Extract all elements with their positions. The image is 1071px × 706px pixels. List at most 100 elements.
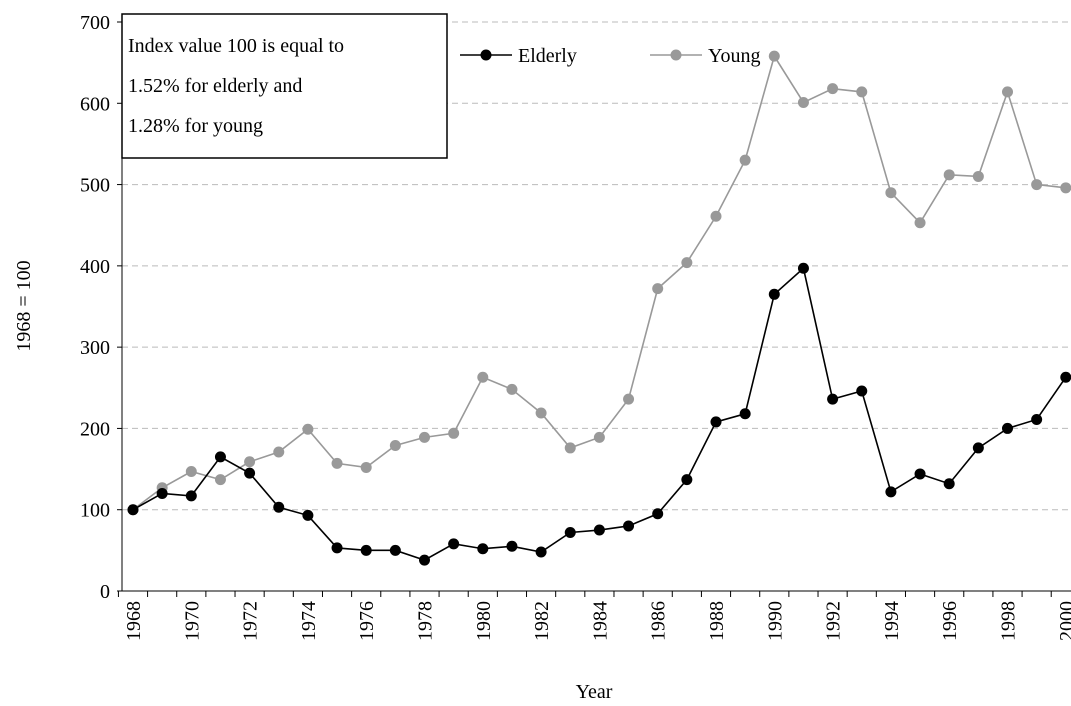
point: [739, 154, 751, 166]
point: [652, 508, 664, 520]
point: [419, 431, 430, 443]
point: [448, 538, 460, 550]
point: [797, 96, 809, 108]
point: [185, 490, 197, 502]
y-tick-label: 400: [80, 256, 110, 278]
point: [593, 524, 605, 536]
point: [506, 383, 518, 395]
point: [593, 431, 605, 443]
x-tick-label: 1968: [123, 601, 145, 641]
legend-label: Young: [708, 45, 760, 67]
x-tick-label: 1974: [298, 601, 320, 641]
point: [535, 407, 547, 419]
series-line: [132, 266, 1067, 561]
x-tick-label: 1996: [939, 601, 961, 641]
point: [156, 487, 168, 499]
y-tick-label: 200: [80, 418, 110, 440]
annotation-text: 1.52% for elderly and: [128, 75, 302, 97]
point: [681, 257, 693, 269]
point: [797, 262, 809, 274]
point: [214, 474, 226, 486]
point: [302, 423, 314, 435]
y-axis-label: 1968 = 100: [13, 260, 35, 351]
x-tick-label: 1978: [415, 601, 437, 641]
y-tick-label: 600: [80, 93, 110, 115]
legend-label: Elderly: [518, 45, 577, 67]
y-tick-label: 300: [80, 337, 110, 359]
point: [273, 446, 285, 458]
point: [331, 542, 343, 554]
point: [943, 169, 955, 181]
x-tick-label: 1994: [881, 601, 903, 641]
point: [914, 217, 926, 229]
point: [768, 288, 780, 300]
point: [914, 468, 926, 480]
point: [827, 393, 839, 405]
point: [885, 486, 897, 498]
point: [477, 543, 489, 555]
point: [1060, 182, 1071, 194]
point: [739, 408, 751, 420]
x-tick-label: 1976: [356, 601, 378, 641]
y-tick-label: 0: [100, 581, 110, 603]
point: [360, 544, 372, 556]
x-tick-label: 1970: [181, 601, 203, 641]
point: [623, 393, 635, 405]
point: [681, 474, 693, 486]
point: [856, 385, 868, 397]
x-tick-label: 2000: [1056, 601, 1071, 641]
point: [972, 442, 984, 454]
point: [477, 371, 489, 383]
x-axis-label: Year: [576, 681, 613, 703]
x-tick-label: 1980: [473, 601, 495, 641]
annotation-box: [121, 13, 448, 159]
point: [564, 526, 576, 538]
point: [244, 456, 256, 468]
x-tick-label: 1990: [764, 601, 786, 641]
point: [1002, 422, 1013, 434]
x-tick-label: 1982: [531, 601, 553, 641]
point: [564, 442, 576, 454]
point: [710, 210, 722, 222]
x-tick-label: 1998: [998, 601, 1020, 641]
y-tick-label: 500: [80, 175, 110, 197]
point: [1002, 86, 1013, 98]
point: [448, 427, 460, 439]
point: [856, 86, 868, 98]
point: [419, 554, 430, 566]
legend-marker: [480, 49, 492, 61]
point: [710, 416, 722, 428]
point: [1031, 413, 1043, 425]
y-tick-label: 100: [80, 500, 110, 522]
y-tick-label: 700: [80, 12, 110, 34]
annotation-text: Index value 100 is equal to: [128, 35, 344, 57]
point: [827, 83, 839, 95]
point: [943, 478, 955, 490]
point: [389, 439, 401, 451]
point: [885, 187, 897, 199]
x-tick-label: 1988: [706, 601, 728, 641]
point: [972, 170, 984, 182]
point: [768, 50, 780, 62]
point: [214, 451, 226, 463]
point: [331, 457, 343, 469]
point: [506, 540, 518, 552]
point: [652, 283, 664, 295]
point: [360, 461, 372, 473]
point: [127, 504, 139, 516]
point: [302, 509, 314, 521]
point: [185, 466, 197, 478]
point: [535, 546, 547, 558]
x-tick-label: 1992: [823, 601, 845, 641]
point: [389, 544, 401, 556]
point: [244, 467, 256, 479]
point: [1031, 179, 1043, 191]
point: [273, 501, 285, 513]
x-tick-label: 1984: [589, 601, 611, 641]
annotation-text: 1.28% for young: [128, 115, 263, 137]
point: [623, 520, 635, 532]
x-tick-label: 1986: [648, 601, 670, 641]
point: [1060, 371, 1071, 383]
legend-marker: [670, 49, 682, 61]
